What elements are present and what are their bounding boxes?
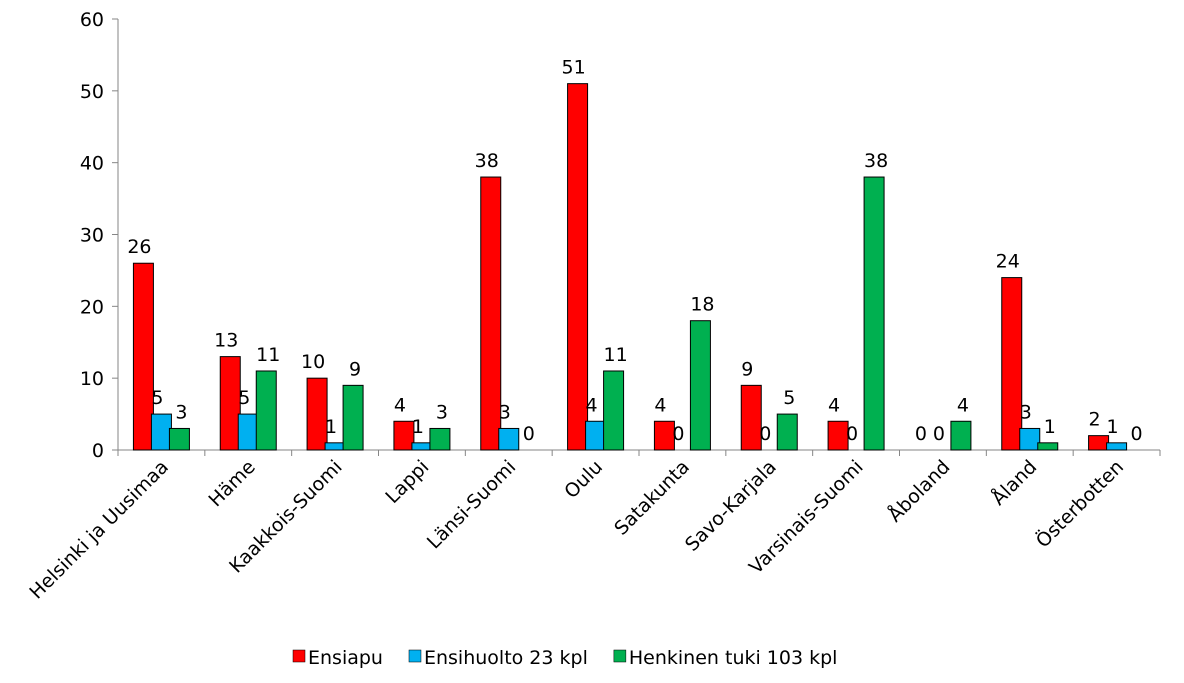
data-label: 24 <box>996 251 1020 273</box>
bar <box>219 356 241 451</box>
bar <box>689 320 711 451</box>
bar <box>498 427 520 451</box>
data-label: 0 <box>846 423 858 445</box>
bar <box>393 420 415 451</box>
data-label: 4 <box>394 394 406 416</box>
category-label: Oulu <box>560 456 607 503</box>
bar <box>1001 277 1023 451</box>
bar <box>603 370 625 451</box>
data-label: 9 <box>741 358 753 380</box>
y-tick-label: 0 <box>92 440 104 462</box>
bar <box>1037 442 1059 451</box>
data-label: 4 <box>828 394 840 416</box>
data-label: 3 <box>436 401 448 423</box>
category-label: Österbotten <box>1031 455 1128 552</box>
bar <box>585 420 607 451</box>
data-label: 0 <box>672 423 684 445</box>
bar <box>480 176 502 451</box>
bar <box>1019 427 1041 451</box>
legend: Ensiapu Ensihuolto 23 kpl Henkinen tuki 10… <box>292 647 838 669</box>
data-label: 10 <box>301 351 325 373</box>
legend-label: Ensiapu <box>308 647 383 669</box>
category-label: Åland <box>987 455 1041 509</box>
bar <box>324 442 346 451</box>
legend-label: Ensihuolto 23 kpl <box>424 647 588 669</box>
bar <box>342 384 364 451</box>
bar <box>255 370 277 451</box>
y-tick-label: 20 <box>80 296 104 318</box>
bar <box>740 384 762 451</box>
legend-swatch <box>613 649 627 663</box>
bar <box>567 83 589 451</box>
y-tick-label: 50 <box>80 81 104 103</box>
data-label: 0 <box>1131 423 1143 445</box>
data-label: 5 <box>783 387 795 409</box>
data-label: 9 <box>349 358 361 380</box>
data-label: 0 <box>915 423 927 445</box>
bars <box>132 83 1128 451</box>
bar <box>863 176 885 451</box>
data-label: 1 <box>1107 416 1119 438</box>
data-label: 5 <box>151 387 163 409</box>
category-label: Lappi <box>381 456 433 508</box>
data-label: 38 <box>864 150 888 172</box>
y-tick-label: 40 <box>80 153 104 175</box>
y-tick-label: 10 <box>80 368 104 390</box>
bar <box>1106 442 1128 451</box>
data-label: 3 <box>1020 401 1032 423</box>
bar <box>827 420 849 451</box>
bar <box>411 442 433 451</box>
bar <box>132 262 154 451</box>
data-label: 0 <box>759 423 771 445</box>
legend-label: Henkinen tuki 103 kpl <box>629 647 838 669</box>
data-label: 26 <box>127 236 151 258</box>
bar <box>429 427 451 451</box>
bar <box>150 413 172 451</box>
legend-swatch <box>408 649 422 663</box>
bar <box>776 413 798 451</box>
data-label: 38 <box>475 150 499 172</box>
y-tick-label: 60 <box>80 9 104 31</box>
legend-swatch <box>292 649 306 663</box>
bar <box>653 420 675 451</box>
data-label: 2 <box>1089 409 1101 431</box>
category-label: Häme <box>205 456 260 511</box>
category-label: Helsinki ja Uusimaa <box>25 456 173 604</box>
data-label: 11 <box>603 344 627 366</box>
y-tick-label: 30 <box>80 225 104 247</box>
data-label: 51 <box>561 57 585 79</box>
data-label: 4 <box>957 394 969 416</box>
data-label: 18 <box>690 294 714 316</box>
bar <box>237 413 259 451</box>
data-label: 5 <box>238 387 250 409</box>
bar <box>950 420 972 451</box>
category-label: Länsi-Suomi <box>423 456 520 553</box>
data-label: 4 <box>586 394 598 416</box>
data-label: 0 <box>523 423 535 445</box>
data-label: 11 <box>256 344 280 366</box>
data-label: 3 <box>175 401 187 423</box>
bar <box>306 377 328 451</box>
data-label: 1 <box>1044 416 1056 438</box>
bar <box>168 427 190 451</box>
data-label: 0 <box>933 423 945 445</box>
data-label: 1 <box>325 416 337 438</box>
data-label: 3 <box>499 401 511 423</box>
category-label: Satakunta <box>610 456 694 540</box>
data-label: 13 <box>214 330 238 352</box>
data-label: 4 <box>654 394 666 416</box>
category-label: Åboland <box>883 455 954 526</box>
data-label: 1 <box>412 416 424 438</box>
